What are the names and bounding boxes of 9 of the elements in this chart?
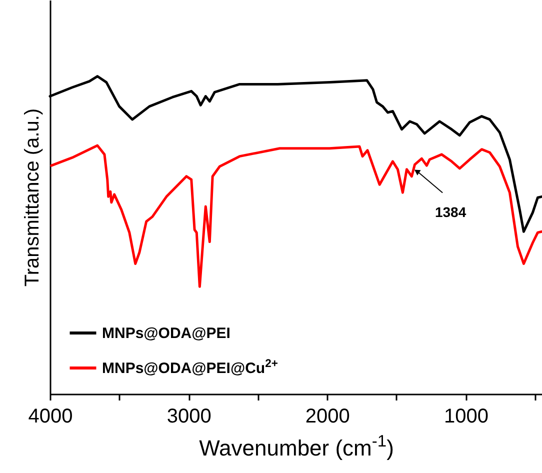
annotation: 1384 [434,204,466,220]
x-tick-label: 4000 [28,406,73,428]
legend-label: MNPs@ODA@PEI@Cu$^{2+}$ [102,358,278,377]
legend-label: MNPs@ODA@PEI [102,325,230,342]
x-tick-label: 2000 [305,406,350,428]
x-axis-title: Wavenumber (cm$^{-1}$) [199,432,394,460]
y-axis-title: Transmittance (a.u.) [22,108,44,287]
x-tick-label: 1000 [444,406,489,428]
x-tick-label: 3000 [166,406,212,428]
